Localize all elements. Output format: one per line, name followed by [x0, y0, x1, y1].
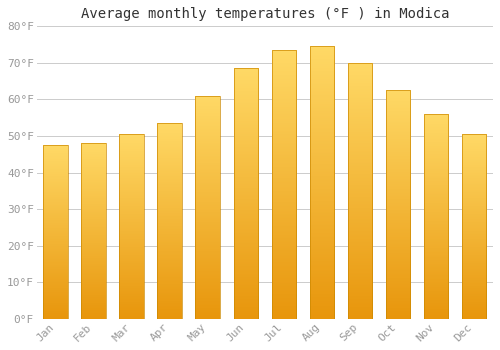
Bar	[82, 143, 106, 319]
Bar	[196, 96, 220, 319]
Bar	[272, 50, 296, 319]
Bar	[386, 90, 410, 319]
Bar	[120, 134, 144, 319]
Bar	[44, 145, 68, 319]
Bar	[424, 114, 448, 319]
Bar	[234, 68, 258, 319]
Bar	[462, 134, 486, 319]
Bar	[310, 47, 334, 319]
Bar	[348, 63, 372, 319]
Title: Average monthly temperatures (°F ) in Modica: Average monthly temperatures (°F ) in Mo…	[80, 7, 449, 21]
Bar	[158, 123, 182, 319]
